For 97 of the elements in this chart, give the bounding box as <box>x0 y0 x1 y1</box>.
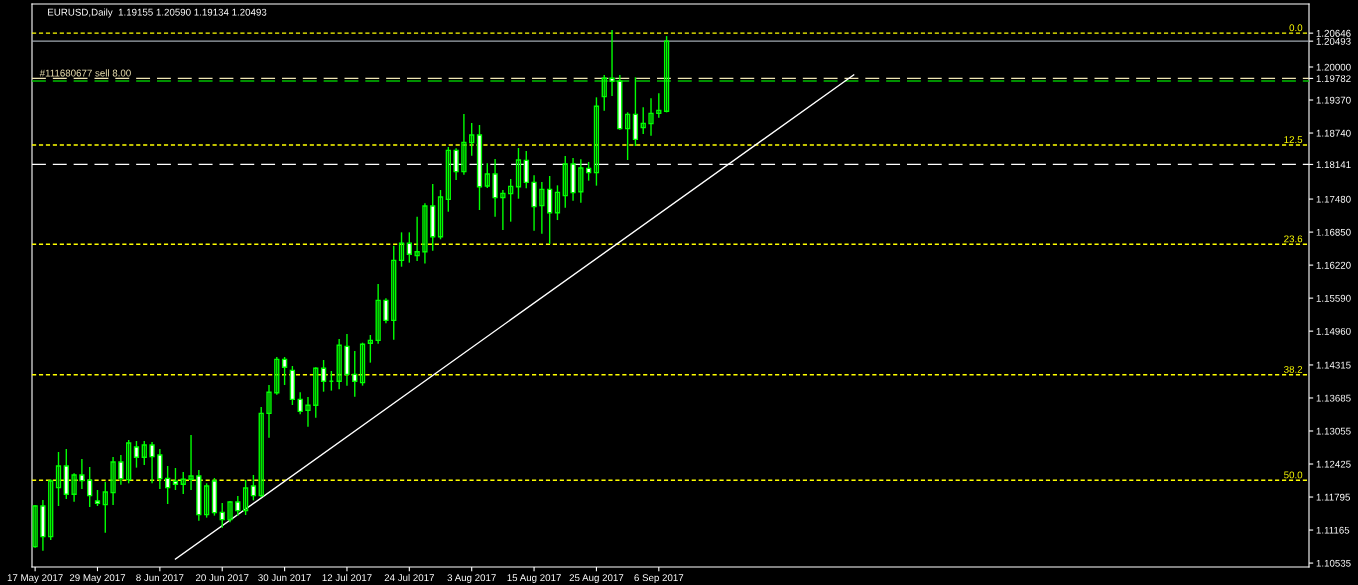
candlestick <box>305 396 311 428</box>
x-tick-label: 6 Sep 2017 <box>634 574 684 584</box>
candlestick <box>375 283 381 345</box>
candlestick <box>445 146 451 213</box>
candlestick <box>87 466 93 508</box>
y-tick-label: 1.12425 <box>1316 460 1351 468</box>
x-tick-label: 15 Aug 2017 <box>507 574 561 584</box>
ref-line-label: #111680677 sell 8.00 <box>39 69 131 77</box>
annotation: 50.0 <box>1284 471 1303 479</box>
y-tick-label: 1.16850 <box>1316 228 1351 236</box>
candlestick <box>32 504 38 549</box>
candlestick <box>663 35 670 114</box>
candlestick <box>539 181 545 235</box>
candlestick <box>126 439 132 484</box>
candlestick <box>515 147 522 200</box>
candlestick <box>359 341 366 387</box>
candlestick <box>79 458 85 490</box>
candlestick <box>562 155 568 209</box>
candlestick <box>242 479 249 516</box>
y-tick-label: 1.15590 <box>1316 294 1351 302</box>
candlestick <box>609 29 615 97</box>
y-tick-label: 1.20646 <box>1316 29 1351 37</box>
candlestick <box>578 158 584 204</box>
candlestick <box>469 122 475 157</box>
y-tick-label: 1.11795 <box>1316 493 1350 501</box>
x-tick-label: 3 Aug 2017 <box>447 574 496 584</box>
candlestick <box>258 406 264 498</box>
x-tick-label: 8 Jun 2017 <box>136 574 184 582</box>
candlestick <box>71 472 77 503</box>
candlestick <box>274 356 280 396</box>
annotation: 12.5 <box>1284 136 1303 144</box>
x-tick-label: 17 May 2017 <box>7 574 63 584</box>
candlestick <box>508 178 514 223</box>
candlestick <box>110 456 116 506</box>
candlestick <box>250 474 257 502</box>
y-tick-label: 1.13685 <box>1316 394 1351 402</box>
y-tick-label: 1.10535 <box>1316 559 1351 567</box>
candlestick <box>352 350 358 398</box>
y-tick-label: 1.17480 <box>1316 195 1351 203</box>
y-tick-label: 1.19782 <box>1316 75 1351 83</box>
candlestick <box>391 244 397 341</box>
candlestick <box>219 502 225 529</box>
x-tick-label: 12 Jul 2017 <box>322 573 372 582</box>
candlestick <box>313 366 319 419</box>
candlestick <box>141 440 147 466</box>
annotation: 38.2 <box>1284 365 1303 373</box>
y-tick-label: 1.16220 <box>1316 261 1351 269</box>
candlestick <box>624 111 631 161</box>
y-tick-label: 1.13055 <box>1316 427 1351 435</box>
candlestick <box>235 495 241 517</box>
candlestick <box>149 441 155 484</box>
x-tick-label: 25 Aug 2017 <box>569 574 624 584</box>
candlestick <box>461 113 467 176</box>
x-tick-label: 20 Jun 2017 <box>195 574 249 582</box>
candlestick <box>336 338 342 391</box>
candlestick <box>422 202 428 265</box>
candlestick <box>133 440 140 469</box>
chart-title: EURUSD,Daily 1.19155 1.20590 1.19134 1.20493 <box>48 8 267 18</box>
candlestick <box>547 175 553 245</box>
candlestick <box>414 215 420 262</box>
candlestick <box>227 500 233 523</box>
candlestick <box>55 451 62 507</box>
candlestick <box>281 356 288 386</box>
y-tick-label: 1.14960 <box>1316 327 1351 335</box>
candlestick <box>398 231 405 268</box>
candlestick <box>157 448 163 490</box>
candlestick <box>320 359 327 393</box>
x-tick-label: 24 Jul 2017 <box>384 573 434 582</box>
candlestick <box>383 297 389 325</box>
candlestick <box>297 391 303 416</box>
candlestick <box>648 97 654 137</box>
y-tick-label: 1.19370 <box>1316 96 1351 104</box>
annotation: 0.0 <box>1289 24 1303 32</box>
y-tick-label: 1.20493 <box>1316 37 1351 45</box>
x-tick-label: 30 Jun 2017 <box>258 574 311 582</box>
candlestick <box>266 384 272 439</box>
y-tick-label: 1.20000 <box>1316 63 1351 71</box>
candlestick <box>118 454 124 486</box>
candlestick <box>165 465 171 505</box>
x-tick-label: 29 May 2017 <box>69 574 126 584</box>
y-tick-label: 1.11165 <box>1316 526 1350 534</box>
candlestick <box>437 189 444 241</box>
y-tick-label: 1.18141 <box>1316 161 1351 169</box>
candlestick <box>203 482 210 519</box>
candlestick <box>554 184 561 221</box>
y-tick-label: 1.14315 <box>1316 361 1351 369</box>
y-tick-label: 1.18740 <box>1316 129 1351 137</box>
candlestick <box>188 434 194 491</box>
candlestick <box>172 467 179 491</box>
candlestick <box>406 231 412 264</box>
candlestick <box>102 480 108 534</box>
candlestick <box>500 189 506 231</box>
candlestick <box>593 96 600 187</box>
candlestick <box>48 478 54 541</box>
candlestick <box>601 74 607 112</box>
candlestick <box>484 162 490 189</box>
annotation: 23.6 <box>1284 235 1303 243</box>
